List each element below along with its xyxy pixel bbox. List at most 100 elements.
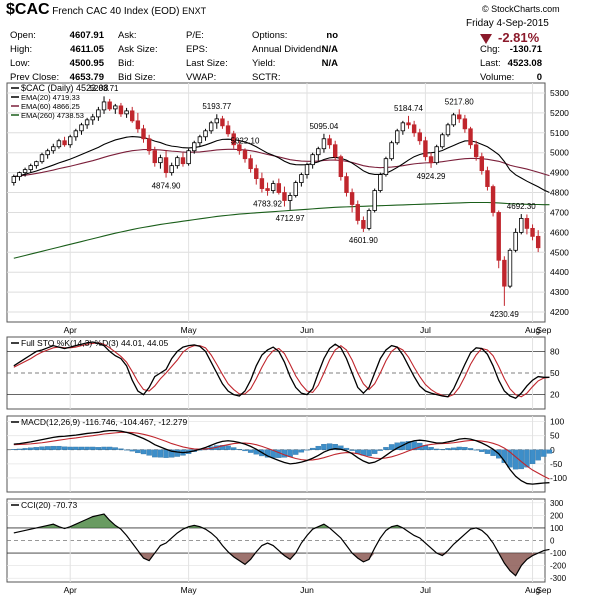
month-label: Aug (525, 585, 540, 595)
macd-histogram-bar (434, 448, 440, 450)
candle-body (130, 110, 135, 122)
y-tick-label: 4400 (550, 267, 569, 277)
candle-body (349, 192, 355, 205)
macd-histogram-bar (231, 447, 237, 450)
stat-label: Bid Size: (118, 72, 156, 83)
candle-body (462, 118, 468, 130)
month-label: Jul (420, 325, 431, 335)
candle-body (355, 204, 360, 221)
candle-body (225, 125, 231, 135)
y-tick-label: -100 (550, 549, 567, 558)
y-tick-label: 5200 (550, 108, 569, 118)
macd-histogram-bar (349, 449, 355, 451)
macd-histogram-bar (309, 447, 316, 450)
y-tick-label: 5100 (550, 128, 569, 138)
candle-body (237, 144, 242, 152)
macd-histogram-bar (479, 449, 485, 452)
macd-histogram-bar (462, 447, 468, 450)
macd-histogram-bar (456, 446, 462, 450)
macd-histogram-bar (33, 447, 40, 450)
macd-histogram-bar (445, 448, 451, 450)
candle-body (293, 182, 298, 196)
legend-entry: EMA(260) 4738.53 (21, 111, 84, 120)
candle-body (56, 140, 62, 148)
y-tick-label: 80 (550, 346, 560, 356)
ema260-line (13, 201, 550, 259)
macd-histogram-bar (343, 447, 350, 450)
macd-histogram-bar (298, 449, 305, 453)
macd-histogram-bar (174, 449, 181, 457)
price-annotation: 4874.90 (152, 182, 181, 191)
candle-body (507, 249, 513, 287)
price-annotation: 4230.49 (490, 310, 519, 319)
price-annotation: 4712.97 (276, 214, 305, 223)
macd-histogram-bar (321, 443, 327, 450)
legend-entry: CCI(20) -70.73 (21, 500, 77, 510)
candle-body (84, 119, 90, 126)
candle-body (304, 164, 310, 176)
macd-histogram-bar (242, 449, 248, 452)
macd-histogram-bar (90, 446, 96, 450)
macd-histogram-bar (123, 449, 130, 451)
macd-histogram-bar (78, 446, 85, 450)
macd-histogram-bar (535, 449, 541, 461)
price-annotation: 4692.30 (507, 202, 536, 211)
macd-histogram-bar (473, 449, 479, 451)
month-label: Apr (64, 325, 77, 335)
candle-body (378, 174, 383, 191)
stat-label: Yield: (252, 58, 276, 69)
y-tick-label: 50 (550, 368, 560, 378)
candle-body (118, 105, 124, 115)
y-tick-label: 0 (550, 537, 555, 546)
stat-label: SCTR: (252, 72, 281, 83)
candle-body (124, 110, 129, 115)
macd-histogram-bar (366, 449, 372, 457)
candle-body (282, 192, 287, 201)
month-label: Aug (525, 325, 540, 335)
price-annotation: 5095.04 (309, 122, 338, 131)
stat-label: Annual Dividend: (252, 44, 324, 55)
candle-body (287, 195, 293, 201)
stat-label: Bid: (118, 58, 135, 69)
stat-value: 4500.95 (69, 58, 104, 69)
legend-entry: $CAC (Daily) 4523.08 (21, 83, 109, 93)
month-label: Jun (300, 585, 314, 595)
candle-body (158, 157, 163, 164)
candle-body (310, 154, 315, 166)
macd-histogram-bar (315, 445, 321, 450)
price-annotation: 5184.74 (394, 104, 423, 113)
candle-body (524, 218, 530, 229)
stoch-d-line (13, 342, 550, 398)
stat-value: N/A (321, 58, 338, 69)
candle-body (440, 134, 445, 148)
candle-body (146, 138, 152, 152)
candle-body (67, 136, 73, 146)
legend-entry: Full STO %K(14,3) %D(3) 44.01, 44.05 (21, 338, 169, 348)
macd-histogram-bar (169, 449, 175, 458)
candle-body (22, 169, 28, 174)
candle-body (265, 188, 270, 191)
quote-date: Friday 4-Sep-2015 (466, 18, 549, 29)
macd-line (13, 429, 550, 485)
price-annotation: 4924.29 (417, 172, 446, 181)
macd-histogram-bar (28, 447, 34, 450)
macd-histogram-bar (16, 448, 23, 450)
stat-value: 4611.05 (70, 44, 104, 55)
macd-histogram-bar (428, 447, 434, 450)
candle-body (457, 114, 462, 120)
candle-body (530, 227, 535, 237)
cci-line (13, 513, 550, 577)
candle-body (113, 105, 118, 110)
ema60-line (13, 148, 550, 178)
candle-body (372, 190, 377, 211)
macd-histogram-bar (541, 449, 547, 457)
candle-body (332, 144, 338, 158)
macd-histogram-bar (524, 449, 530, 468)
y-tick-label: 4800 (550, 188, 569, 198)
y-tick-label: 50 (550, 431, 560, 441)
candle-body (361, 220, 366, 229)
month-label: May (181, 585, 198, 595)
y-tick-label: 100 (550, 417, 564, 427)
macd-histogram-bar (140, 449, 147, 455)
macd-histogram-bar (50, 445, 56, 450)
